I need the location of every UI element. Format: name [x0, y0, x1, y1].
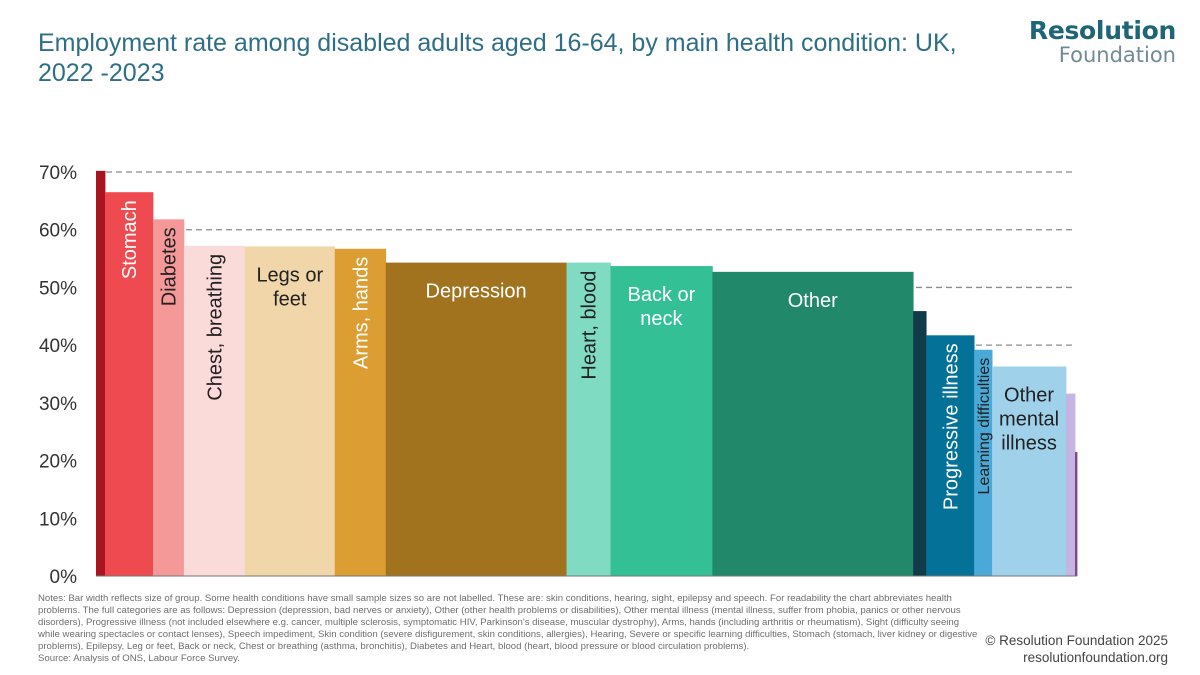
- bar-unlabelled-condition: [913, 311, 927, 576]
- source-text: Source: Analysis of ONS, Labour Force Su…: [38, 653, 240, 664]
- y-tick-label: 50%: [39, 278, 77, 299]
- copyright-text: © Resolution Foundation 2025: [985, 633, 1168, 648]
- website-link[interactable]: resolutionfoundation.org: [1023, 650, 1168, 665]
- bar-speech-impediment-unlabelled: [96, 170, 106, 577]
- y-tick-label: 20%: [39, 452, 77, 473]
- bar-label-learning-difficulties: Learning difficulties: [976, 358, 993, 495]
- bar-label-depression: Depression: [426, 281, 527, 303]
- bar-back-or-neck: [610, 266, 713, 576]
- bar-skin-condition-unlabelled: [1075, 451, 1078, 576]
- bar-label-back-or-neck: Back or neck: [628, 284, 696, 330]
- bar-label-legs-or-feet: Legs or feet: [256, 264, 323, 310]
- bar-diabetes: [152, 219, 185, 576]
- bar-learning-difficulties: [974, 349, 993, 576]
- logo-line-2: Foundation: [1058, 43, 1176, 67]
- y-axis-ticks: 0% 10% 20% 30% 40% 50% 60% 70%: [39, 163, 77, 588]
- bar-other-mental-illness: [992, 366, 1067, 576]
- bar-other: [712, 271, 914, 576]
- y-tick-label: 0%: [50, 567, 78, 588]
- bar-chart: 0% 10% 20% 30% 40% 50% 60% 70% Stomach Diabetes C…: [39, 163, 1078, 588]
- bar-arms-hands: [334, 248, 387, 576]
- bar-label-other: Other: [788, 290, 838, 312]
- y-tick-label: 60%: [39, 221, 77, 242]
- bar-label-other-mental-illness: Other mental illness: [999, 384, 1059, 454]
- bars: [96, 170, 1078, 577]
- y-tick-label: 40%: [39, 336, 77, 357]
- bar-sight-unlabelled: [1066, 393, 1076, 576]
- bar-label-heart-blood: Heart, blood: [579, 271, 601, 380]
- y-tick-label: 10%: [39, 509, 77, 530]
- bar-progressive-illness: [926, 335, 975, 576]
- bar-label-stomach: Stomach: [119, 200, 141, 279]
- bar-label-chest-breathing: Chest, breathing: [205, 254, 227, 401]
- bar-depression: [385, 262, 567, 576]
- notes-text: Notes: Bar width reflects size of group.…: [38, 593, 978, 652]
- bar-heart-blood: [566, 262, 611, 576]
- chart-notes: Notes: Bar width reflects size of group.…: [38, 593, 978, 665]
- logo-line-1: Resolution: [1028, 16, 1176, 45]
- bar-label-progressive-illness: Progressive illness: [940, 343, 962, 510]
- bar-stomach: [104, 192, 154, 576]
- chart-title: Employment rate among disabled adults ag…: [38, 29, 957, 87]
- y-tick-label: 70%: [39, 163, 77, 184]
- bar-labels: Stomach Diabetes Chest, breathing Legs or fe…: [119, 200, 1059, 510]
- y-tick-label: 30%: [39, 394, 77, 415]
- bar-chest-breathing: [183, 245, 246, 577]
- bar-label-arms-hands: Arms, hands: [350, 257, 372, 369]
- credits: © Resolution Foundation 2025 resolutionf…: [985, 632, 1168, 666]
- resolution-foundation-logo: Resolution Foundation: [1029, 18, 1176, 66]
- bar-legs-or-feet: [244, 246, 336, 577]
- bar-label-diabetes: Diabetes: [159, 227, 181, 306]
